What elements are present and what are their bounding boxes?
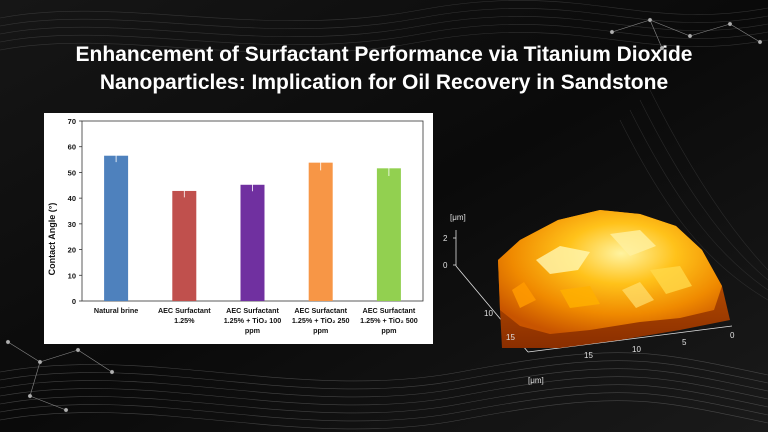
afm-x-tick-15: 15 (584, 351, 593, 360)
x-tick-label: Natural brine (94, 306, 138, 315)
afm-3d-surface: [μm] 2 0 10 15 [μm] 15 10 5 0 (443, 210, 735, 385)
bar (240, 184, 265, 301)
afm-x-tick-10: 10 (632, 345, 641, 354)
bar-chart: Contact Angle (°) 0 10 20 30 40 50 60 70 Natural… (47, 117, 424, 335)
bar (104, 155, 129, 301)
y-tick-label: 60 (68, 143, 76, 152)
afm-z-tick-2: 2 (443, 234, 448, 243)
wave-lines-bottom (0, 352, 768, 430)
y-tick-label: 20 (68, 246, 76, 255)
x-tick-label: AEC Surfactant (363, 306, 416, 315)
x-tick-label: AEC Surfactant (294, 306, 347, 315)
y-tick-label: 50 (68, 168, 76, 177)
network-nodes-top-right (609, 17, 763, 51)
x-tick-label: AEC Surfactant (226, 306, 279, 315)
afm-y-label: [μm] (528, 376, 544, 385)
y-tick-label: 0 (72, 297, 76, 306)
network-nodes-bottom-left (5, 339, 115, 413)
x-tick-label: AEC Surfactant (158, 306, 211, 315)
x-tick-label: 1.25% + TiO₂ 250 (292, 316, 350, 325)
chart-panel: Contact Angle (°) 0 10 20 30 40 50 60 70 Natural… (44, 113, 433, 344)
y-tick-label: 70 (68, 117, 76, 126)
page-title-line-2: Nanoparticles: Implication for Oil Recov… (99, 71, 669, 94)
wave-lines-right (619, 89, 768, 301)
bar (172, 190, 197, 301)
page-title-line-1: Enhancement of Surfactant Performance vi… (75, 43, 693, 66)
afm-z-label: [μm] (450, 213, 466, 222)
x-tick-label: 1.25% + TiO₂ 100 (224, 316, 282, 325)
y-tick-label: 30 (68, 220, 76, 229)
y-axis-label: Contact Angle (°) (47, 203, 57, 276)
y-tick-label: 10 (68, 271, 76, 280)
x-tick-label: ppm (313, 326, 328, 335)
afm-surface (498, 210, 730, 348)
afm-x-tick-5: 5 (682, 338, 687, 347)
x-tick-label: 1.25% (174, 316, 195, 325)
bar (308, 162, 333, 301)
x-tick-label: ppm (245, 326, 260, 335)
afm-x-tick-0: 0 (730, 331, 735, 340)
afm-y-tick-15: 15 (506, 333, 515, 342)
afm-y-tick-10: 10 (484, 309, 493, 318)
afm-z-tick-0: 0 (443, 261, 448, 270)
y-tick-label: 40 (68, 194, 76, 203)
wave-lines-top (0, 0, 768, 53)
x-tick-label: ppm (381, 326, 396, 335)
bar (376, 168, 401, 301)
x-tick-label: 1.25% + TiO₂ 500 (360, 316, 418, 325)
